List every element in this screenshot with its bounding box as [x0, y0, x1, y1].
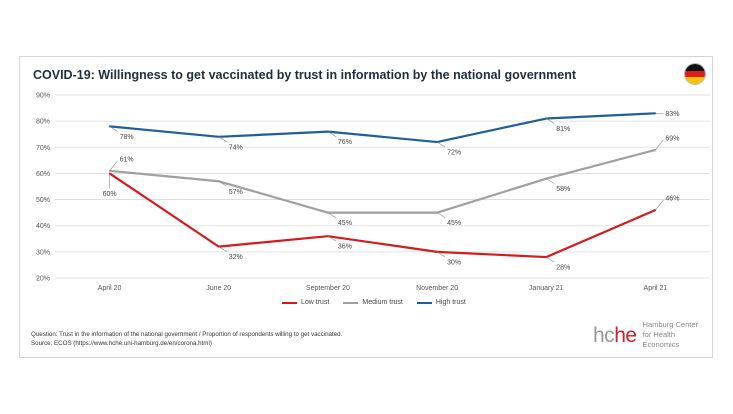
data-label: 30%: [447, 259, 461, 266]
leader-line: [218, 181, 227, 187]
hche-brand: hche Hamburg Center for Health Economics: [593, 320, 712, 350]
hche-logo: hche: [593, 323, 637, 347]
line-high-trust: [109, 112, 656, 144]
legend-swatch-low-trust: [282, 301, 297, 304]
leader-line: [655, 139, 664, 151]
data-label: 72%: [447, 150, 461, 157]
leader-line: [436, 141, 446, 148]
x-tick-label: April 21: [644, 285, 668, 292]
data-label: 36%: [338, 244, 352, 251]
footnote: Question: Trust in the information of th…: [31, 330, 342, 348]
data-label: 74%: [229, 144, 243, 151]
line-chart: 20% 30% 40% 50% 60% 70% 80% 90% April 20 June 20 S…: [36, 93, 710, 292]
data-label: 57%: [229, 189, 243, 196]
data-label: 78%: [120, 134, 134, 141]
y-tick-label: 80%: [36, 119, 50, 126]
legend-swatch-high-trust: [416, 301, 432, 304]
y-tick-label: 50%: [36, 197, 50, 204]
leader-line: [436, 251, 446, 258]
germany-flag-icon: [684, 63, 706, 85]
data-label: 69%: [665, 135, 679, 142]
data-label: 45%: [447, 220, 461, 227]
line-medium-trust: [109, 148, 656, 214]
data-label: 28%: [556, 265, 570, 272]
data-label: 45%: [338, 220, 352, 227]
footnote-question: Question: Trust in the information of th…: [31, 331, 343, 338]
legend-item-high-trust: High trust: [416, 299, 466, 306]
leader-line: [218, 246, 227, 252]
legend-item-medium-trust: Medium trust: [343, 299, 403, 306]
data-label: 81%: [556, 126, 570, 133]
y-tick-label: 40%: [36, 223, 50, 230]
chart-card: COVID-19: Willingness to get vaccinated …: [19, 56, 713, 358]
data-label: 58%: [556, 186, 570, 193]
legend-label-medium-trust: Medium trust: [362, 299, 403, 306]
leader-line: [109, 126, 118, 132]
leader-line: [327, 131, 337, 137]
leader-line: [109, 160, 118, 172]
data-label: 46%: [665, 196, 679, 203]
x-tick-label: September 20: [306, 285, 350, 292]
x-tick-label: June 20: [206, 285, 231, 292]
data-label: 60%: [103, 191, 117, 198]
chart-title: COVID-19: Willingness to get vaccinated …: [33, 68, 577, 82]
y-tick-label: 30%: [36, 249, 50, 256]
y-tick-label: 70%: [36, 145, 50, 152]
leader-line: [546, 256, 555, 263]
x-tick-label: April 20: [98, 285, 122, 292]
data-label: 61%: [120, 156, 134, 163]
leader-line: [327, 212, 337, 218]
x-tick-label: January 21: [529, 285, 564, 292]
legend-label-low-trust: Low trust: [301, 299, 330, 306]
legend-item-low-trust: Low trust: [282, 299, 329, 306]
leader-line: [436, 212, 446, 218]
legend-label-high-trust: High trust: [435, 299, 466, 306]
leader-line: [546, 118, 555, 124]
brand-name: Hamburg Center for Health Economics: [642, 320, 698, 349]
leader-line: [655, 199, 664, 211]
data-label: 83%: [665, 111, 679, 118]
y-tick-label: 60%: [36, 171, 50, 178]
x-tick-label: November 20: [416, 285, 458, 292]
chart-legend: Low trust Medium trust High trust: [282, 299, 466, 306]
leader-line: [218, 136, 227, 143]
y-tick-label: 20%: [36, 276, 50, 283]
footnote-source: Source: ECOS (https://www.hche.uni-hambu…: [31, 340, 212, 347]
leader-line: [327, 235, 337, 242]
data-label: 32%: [229, 254, 243, 261]
leader-line: [546, 178, 555, 184]
data-label: 76%: [338, 139, 352, 146]
y-tick-label: 90%: [36, 93, 50, 100]
legend-swatch-medium-trust: [343, 301, 359, 304]
line-low-trust: [108, 172, 656, 259]
